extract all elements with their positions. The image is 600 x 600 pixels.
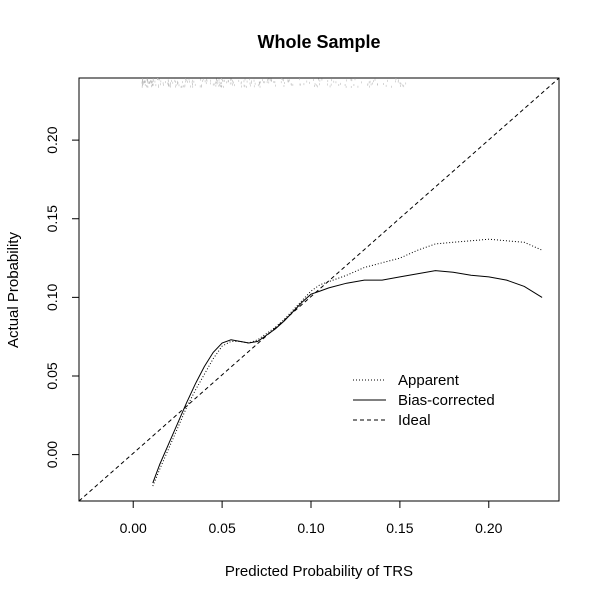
x-tick-label: 0.05 [208, 520, 235, 536]
legend-label: Ideal [398, 412, 431, 429]
legend-label: Bias-corrected [398, 392, 495, 409]
series-line-bias-corrected [152, 270, 543, 484]
y-axis-label: Actual Probability [5, 232, 22, 348]
series-line-apparent [152, 238, 543, 487]
x-tick-label: 0.10 [297, 520, 324, 536]
legend: Apparent Bias-corrected Ideal [353, 372, 495, 429]
rug-marks [141, 78, 407, 88]
chart-title: Whole Sample [257, 32, 380, 52]
y-tick-label: 0.05 [44, 362, 60, 389]
plot-frame [78, 77, 560, 502]
series-lines [78, 77, 560, 502]
x-axis-label: Predicted Probability of TRS [225, 563, 413, 580]
legend-label: Apparent [398, 372, 460, 389]
x-tick-label: 0.00 [120, 520, 147, 536]
y-tick-label: 0.15 [44, 205, 60, 232]
series-line-ideal [78, 77, 560, 502]
x-tick-label: 0.15 [386, 520, 413, 536]
y-tick-label: 0.20 [44, 126, 60, 153]
x-tick-label: 0.20 [475, 520, 502, 536]
y-tick-label: 0.00 [44, 441, 60, 468]
axis-ticks: 0.00 0.05 0.10 0.15 0.20 0.00 0.05 0.10 0.15 0.20 [44, 126, 503, 536]
y-tick-label: 0.10 [44, 284, 60, 311]
